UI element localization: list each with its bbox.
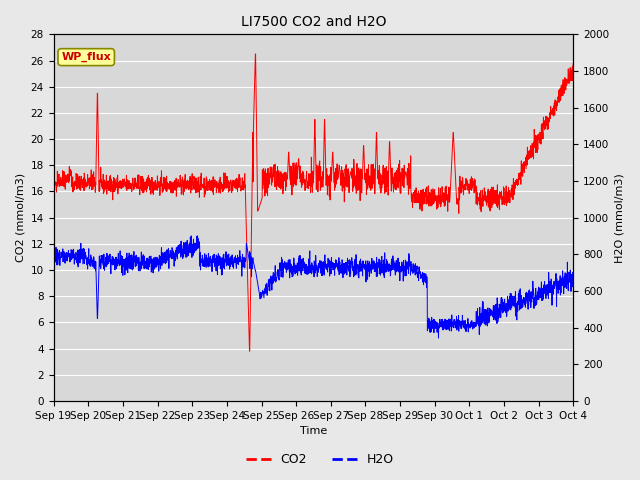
CO2 bbox=[50, 186, 58, 192]
H2O bbox=[194, 233, 202, 239]
CO2 bbox=[570, 60, 577, 66]
Line: H2O: H2O bbox=[54, 236, 573, 338]
Y-axis label: H2O (mmol/m3): H2O (mmol/m3) bbox=[615, 173, 625, 263]
H2O bbox=[50, 255, 58, 261]
X-axis label: Time: Time bbox=[300, 426, 327, 436]
Legend: CO2, H2O: CO2, H2O bbox=[241, 448, 399, 471]
CO2 bbox=[252, 51, 259, 57]
H2O bbox=[563, 282, 570, 288]
CO2 bbox=[345, 180, 353, 186]
CO2 bbox=[563, 79, 570, 85]
H2O bbox=[214, 259, 221, 265]
Line: CO2: CO2 bbox=[54, 54, 573, 351]
H2O bbox=[345, 264, 353, 269]
CO2 bbox=[214, 180, 221, 186]
H2O bbox=[435, 335, 442, 341]
Y-axis label: CO2 (mmol/m3): CO2 (mmol/m3) bbox=[15, 173, 25, 262]
CO2 bbox=[246, 348, 253, 354]
CO2 bbox=[500, 184, 508, 190]
CO2 bbox=[470, 190, 478, 196]
H2O bbox=[102, 259, 109, 265]
CO2 bbox=[102, 185, 109, 191]
Title: LI7500 CO2 and H2O: LI7500 CO2 and H2O bbox=[241, 15, 387, 29]
H2O bbox=[570, 273, 577, 279]
Text: WP_flux: WP_flux bbox=[61, 52, 111, 62]
H2O bbox=[470, 325, 478, 331]
H2O bbox=[500, 308, 508, 314]
